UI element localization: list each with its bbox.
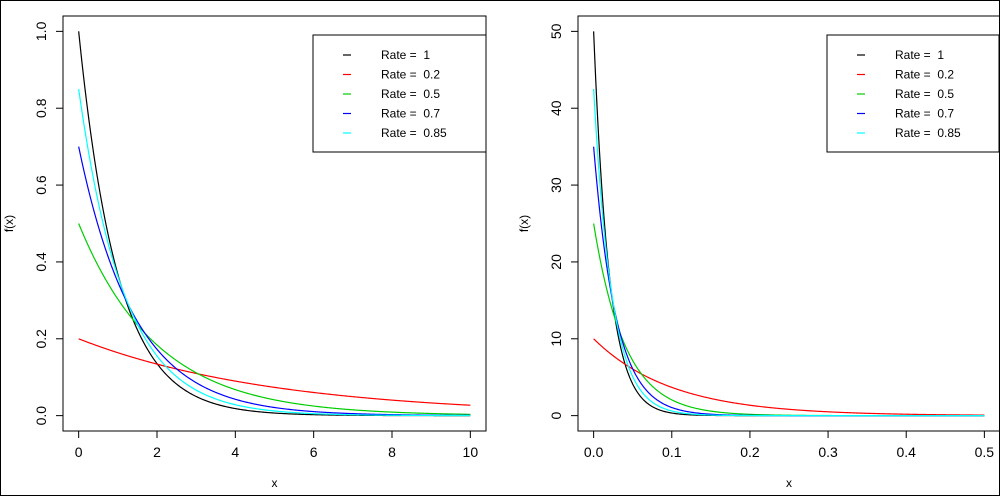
x-tick-label: 0.0 — [584, 444, 604, 460]
x-tick-label: 4 — [231, 444, 239, 460]
legend-label: Rate = 1 — [895, 48, 944, 62]
y-tick-label: 0.6 — [33, 175, 49, 195]
series-line-2 — [593, 223, 985, 417]
legend-label: Rate = 0.5 — [895, 87, 954, 101]
y-axis-title: f(x) — [517, 215, 531, 232]
legend-label: Rate = 0.85 — [895, 126, 961, 140]
y-tick-label: 0 — [548, 412, 564, 420]
x-tick-label: 0 — [75, 444, 83, 460]
y-axis-title: f(x) — [2, 215, 16, 232]
series-line-2 — [78, 223, 471, 415]
series-line-4 — [78, 88, 471, 417]
x-tick-label: 10 — [463, 444, 479, 460]
x-tick-label: 8 — [388, 444, 396, 460]
legend-box — [312, 34, 487, 153]
series-line-1 — [593, 338, 985, 416]
y-tick-label: 0.4 — [33, 252, 49, 272]
series-line-3 — [78, 146, 471, 416]
plot-panel-left: 0 2 4 6 8 100.00.20.40.60.81.0xf(x)Rate = 1Ra… — [2, 15, 487, 490]
plot-panel-right: 0.0 0.1 0.2 0.3 0.4 0.5 0 10 20 30 40 50 x f(x) Rate =… — [517, 15, 1000, 490]
y-tick-label: 20 — [548, 254, 564, 270]
y-tick-label: 10 — [548, 331, 564, 347]
series-line-1 — [78, 338, 471, 406]
series-line-4 — [593, 88, 985, 417]
y-tick-label: 0.8 — [33, 98, 49, 118]
y-tick-label: 40 — [548, 100, 564, 116]
legend-label: Rate = 0.85 — [381, 126, 447, 140]
legend-label: Rate = 1 — [381, 48, 430, 62]
legend-box — [826, 34, 1000, 153]
x-tick-label: 0.4 — [896, 444, 916, 460]
x-axis-title: x — [272, 476, 278, 490]
legend-label: Rate = 0.2 — [895, 68, 954, 82]
series-line-3 — [593, 146, 985, 417]
legend-label: Rate = 0.2 — [381, 68, 440, 82]
x-tick-label: 0.5 — [975, 444, 995, 460]
y-tick-label: 1.0 — [33, 21, 49, 41]
x-axis-title: x — [786, 476, 792, 490]
legend-label: Rate = 0.7 — [895, 107, 954, 121]
x-tick-label: 6 — [310, 444, 318, 460]
legend-label: Rate = 0.5 — [381, 87, 440, 101]
y-tick-label: 0.0 — [33, 406, 49, 426]
legend: Rate = 1 Rate = 0.2 Rate = 0.5 Rate = 0.7 Ra… — [312, 34, 487, 153]
y-tick-label: 0.2 — [33, 329, 49, 349]
y-tick-label: 30 — [548, 177, 564, 193]
legend-label: Rate = 0.7 — [381, 107, 440, 121]
x-tick-label: 2 — [153, 444, 161, 460]
x-tick-label: 0.1 — [662, 444, 682, 460]
x-tick-label: 0.2 — [740, 444, 760, 460]
legend: Rate = 1 Rate = 0.2 Rate = 0.5 Rate = 0.7 Ra… — [826, 34, 1000, 153]
x-tick-label: 0.3 — [818, 444, 838, 460]
y-tick-label: 50 — [548, 23, 564, 39]
